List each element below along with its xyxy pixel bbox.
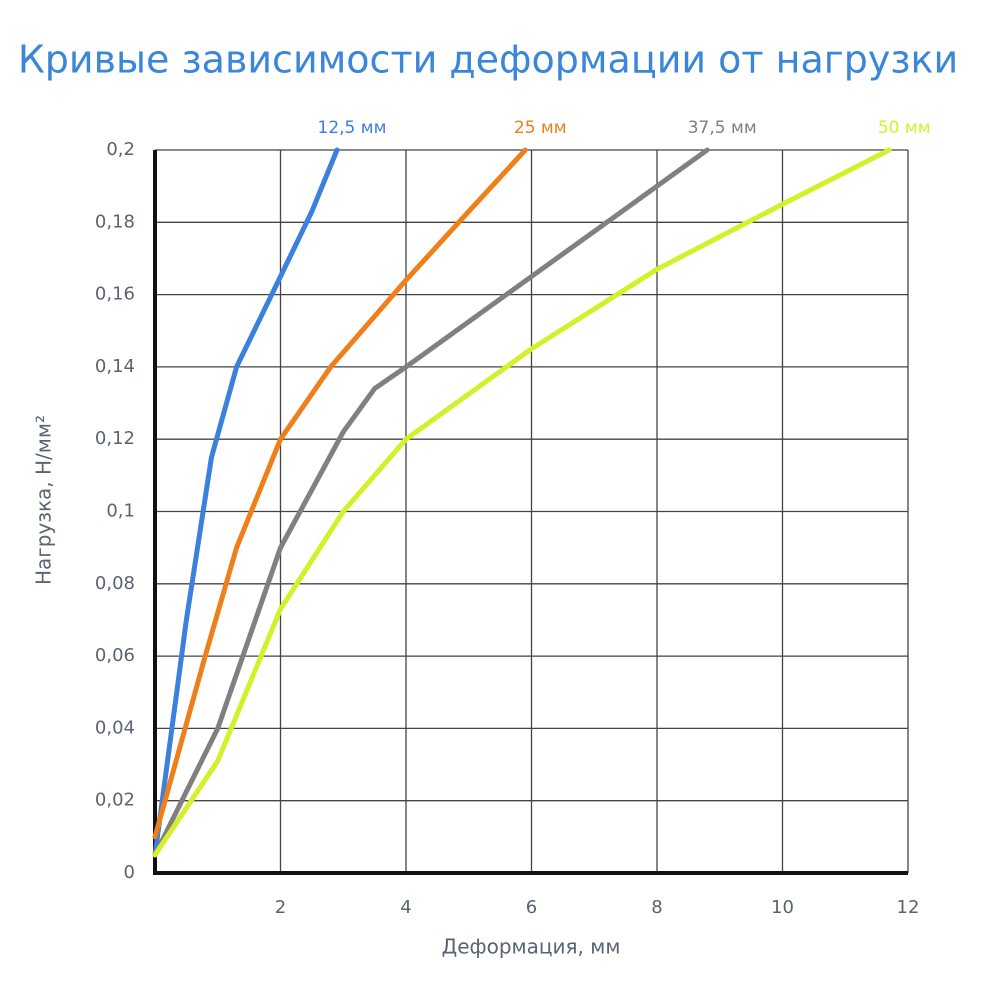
y-tick-label: 0,02 bbox=[95, 790, 135, 811]
y-tick-label: 0 bbox=[124, 862, 135, 883]
legend-label: 12,5 мм bbox=[318, 118, 387, 138]
legend-label: 50 мм bbox=[878, 118, 931, 138]
line bbox=[152, 147, 892, 858]
y-tick-label: 0,14 bbox=[95, 356, 135, 377]
y-tick-label: 0,18 bbox=[95, 211, 135, 232]
y-tick-label: 0,1 bbox=[106, 501, 135, 522]
line bbox=[152, 147, 710, 858]
chart-title: Кривые зависимости деформации от нагрузк… bbox=[18, 38, 958, 82]
x-tick-label: 8 bbox=[651, 897, 662, 918]
legend-label: 37,5 мм bbox=[688, 118, 757, 138]
y-tick-label: 0,08 bbox=[95, 573, 135, 594]
x-tick-label: 12 bbox=[897, 897, 920, 918]
y-tick-label: 0,2 bbox=[106, 139, 135, 160]
y-tick-label: 0,12 bbox=[95, 428, 135, 449]
y-axis-label: Нагрузка, Н/мм² bbox=[32, 415, 56, 585]
line bbox=[152, 147, 340, 858]
x-tick-label: 2 bbox=[275, 897, 286, 918]
x-tick-label: 10 bbox=[771, 897, 794, 918]
line bbox=[152, 147, 528, 840]
y-tick-label: 0,04 bbox=[95, 717, 135, 738]
y-tick-label: 0,06 bbox=[95, 645, 135, 666]
x-tick-label: 4 bbox=[400, 897, 411, 918]
legend-label: 25 мм bbox=[514, 118, 567, 138]
y-tick-label: 0,16 bbox=[95, 284, 135, 305]
x-axis-label: Деформация, мм bbox=[442, 935, 621, 959]
x-tick-label: 6 bbox=[526, 897, 537, 918]
